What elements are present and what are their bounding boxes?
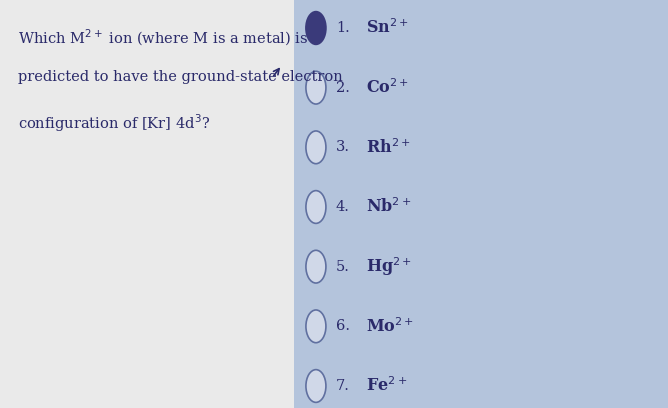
Text: configuration of [Kr] 4d$^3$?: configuration of [Kr] 4d$^3$? (18, 112, 210, 134)
Text: 5.: 5. (336, 259, 350, 274)
Text: 4.: 4. (336, 200, 350, 214)
Text: Rh$^{2+}$: Rh$^{2+}$ (366, 138, 410, 157)
Ellipse shape (306, 370, 326, 402)
Ellipse shape (306, 250, 326, 283)
Text: Nb$^{2+}$: Nb$^{2+}$ (366, 197, 411, 216)
Text: predicted to have the ground-state electron: predicted to have the ground-state elect… (18, 70, 343, 84)
Text: 7.: 7. (336, 379, 350, 393)
Text: Sn$^{2+}$: Sn$^{2+}$ (366, 19, 409, 38)
Text: Hg$^{2+}$: Hg$^{2+}$ (366, 255, 412, 278)
Ellipse shape (306, 11, 326, 44)
Ellipse shape (306, 131, 326, 164)
Text: Fe$^{2+}$: Fe$^{2+}$ (366, 377, 407, 395)
Ellipse shape (306, 310, 326, 343)
Text: Co$^{2+}$: Co$^{2+}$ (366, 78, 409, 97)
Text: Which M$^{2+}$ ion (where M is a metal) is: Which M$^{2+}$ ion (where M is a metal) … (18, 28, 309, 49)
Text: 2.: 2. (336, 81, 350, 95)
Bar (294, 0, 668, 408)
Ellipse shape (306, 71, 326, 104)
Text: Mo$^{2+}$: Mo$^{2+}$ (366, 317, 414, 336)
Text: 6.: 6. (336, 319, 350, 333)
Ellipse shape (306, 191, 326, 223)
Text: 3.: 3. (336, 140, 350, 154)
Bar (0, 0, 294, 408)
Text: 1.: 1. (336, 21, 349, 35)
